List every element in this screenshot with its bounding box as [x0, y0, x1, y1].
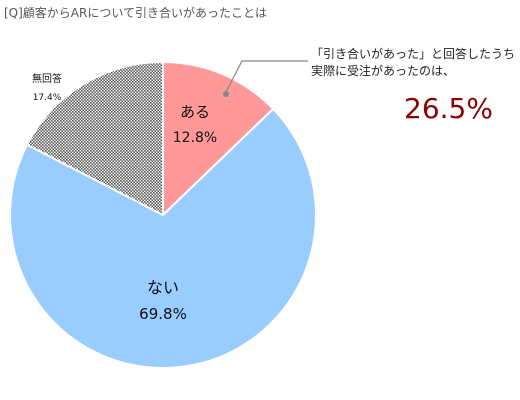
chart-title: [Q]顧客からARについて引き合いがあったことは: [4, 6, 267, 20]
slice-value-label: 12.8%: [173, 130, 217, 146]
slice-label: ない: [147, 278, 179, 297]
callout-line-1: 「引き合いがあった」と回答したうち: [311, 47, 516, 61]
callout-line-2: 実際に受注があったのは、: [311, 64, 456, 78]
slice-label: ある: [180, 103, 210, 121]
callout-value: 26.5%: [404, 92, 493, 125]
pie-slice: [9, 107, 317, 369]
pie-slice: [162, 60, 275, 218]
slice-value-label: 17.4%: [33, 93, 62, 103]
pie-slice: [25, 60, 164, 217]
callout-text: 「引き合いがあった」と回答したうち 実際に受注があったのは、: [311, 46, 515, 80]
slice-value-label: 69.8%: [139, 305, 187, 323]
callout-leader-dot: [223, 91, 229, 97]
slice-label: 無回答: [32, 72, 62, 85]
callout-leader-line: [225, 60, 308, 93]
